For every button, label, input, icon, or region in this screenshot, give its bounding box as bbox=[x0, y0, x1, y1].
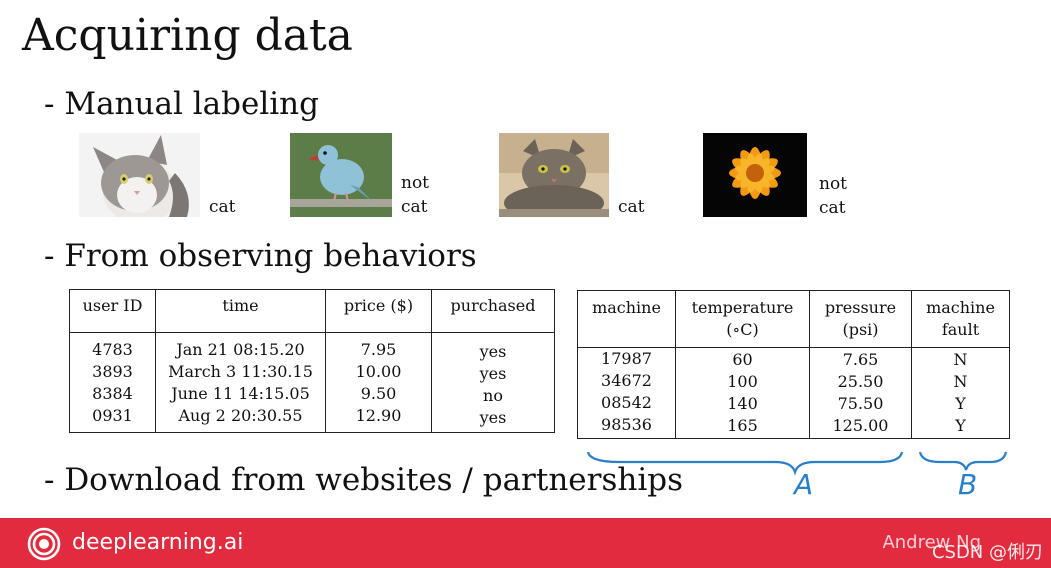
pressure-cell: 7.65 25.50 75.50 125.00 bbox=[809, 347, 912, 439]
slide-title: Acquiring data bbox=[22, 10, 353, 61]
time-cell: Jan 21 08:15.20 March 3 11:30.15 June 11 … bbox=[155, 332, 326, 433]
brace-annotations bbox=[586, 451, 1008, 476]
image-4-label: not cat bbox=[819, 174, 848, 218]
author-name: Andrew Ng bbox=[882, 532, 981, 553]
image-2-label: not cat bbox=[401, 173, 430, 217]
annotation-b: B bbox=[958, 468, 978, 501]
image-3-label: cat bbox=[618, 197, 645, 217]
watermark: CSDN @俐刃 bbox=[931, 542, 1043, 563]
cat-image-1 bbox=[79, 133, 200, 223]
temperature-cell: 60 100 140 165 bbox=[675, 347, 810, 439]
purchased-cell: yes yes no yes bbox=[431, 332, 555, 433]
bullet-manual-labeling: - Manual labeling bbox=[44, 86, 319, 122]
annotation-a: A bbox=[794, 468, 814, 501]
column-header: price ($) bbox=[325, 289, 432, 333]
user-id-cell: 4783 3893 8384 0931 bbox=[69, 332, 156, 433]
bullet-observing-behaviors: - From observing behaviors bbox=[44, 238, 477, 274]
footer-bar: deeplearning.ai Andrew Ng CSDN @俐刃 bbox=[0, 518, 1051, 568]
table-header-row: user ID time price ($) purchased bbox=[69, 289, 555, 333]
flower-image bbox=[703, 133, 807, 221]
column-header: time bbox=[155, 289, 326, 333]
table-body-row: 4783 3893 8384 0931 Jan 21 08:15.20 March 3… bbox=[69, 332, 555, 433]
column-header: pressure (psi) bbox=[809, 290, 912, 348]
column-header: machine fault bbox=[911, 290, 1010, 348]
cat-image-2 bbox=[499, 133, 609, 221]
bullet-download: - Download from websites / partnerships bbox=[44, 462, 683, 498]
brand-name: deeplearning.ai bbox=[72, 530, 244, 555]
column-header: temperature (∘C) bbox=[675, 290, 810, 348]
bird-image bbox=[290, 133, 392, 221]
machine-table: machine temperature (∘C) pressure (psi) ma… bbox=[577, 290, 1010, 439]
purchase-table: user ID time price ($) purchased 4783 389… bbox=[69, 289, 555, 433]
column-header: machine bbox=[577, 290, 676, 348]
machine-id-cell: 17987 34672 08542 98536 bbox=[577, 347, 676, 439]
image-1-label: cat bbox=[209, 197, 236, 217]
column-header: user ID bbox=[69, 289, 156, 333]
deeplearning-logo-icon bbox=[26, 527, 62, 565]
table-body-row: 17987 34672 08542 98536 60 100 140 165 7.65 2… bbox=[577, 347, 1010, 439]
column-header: purchased bbox=[431, 289, 555, 333]
table-header-row: machine temperature (∘C) pressure (psi) ma… bbox=[577, 290, 1010, 348]
price-cell: 7.95 10.00 9.50 12.90 bbox=[325, 332, 432, 433]
